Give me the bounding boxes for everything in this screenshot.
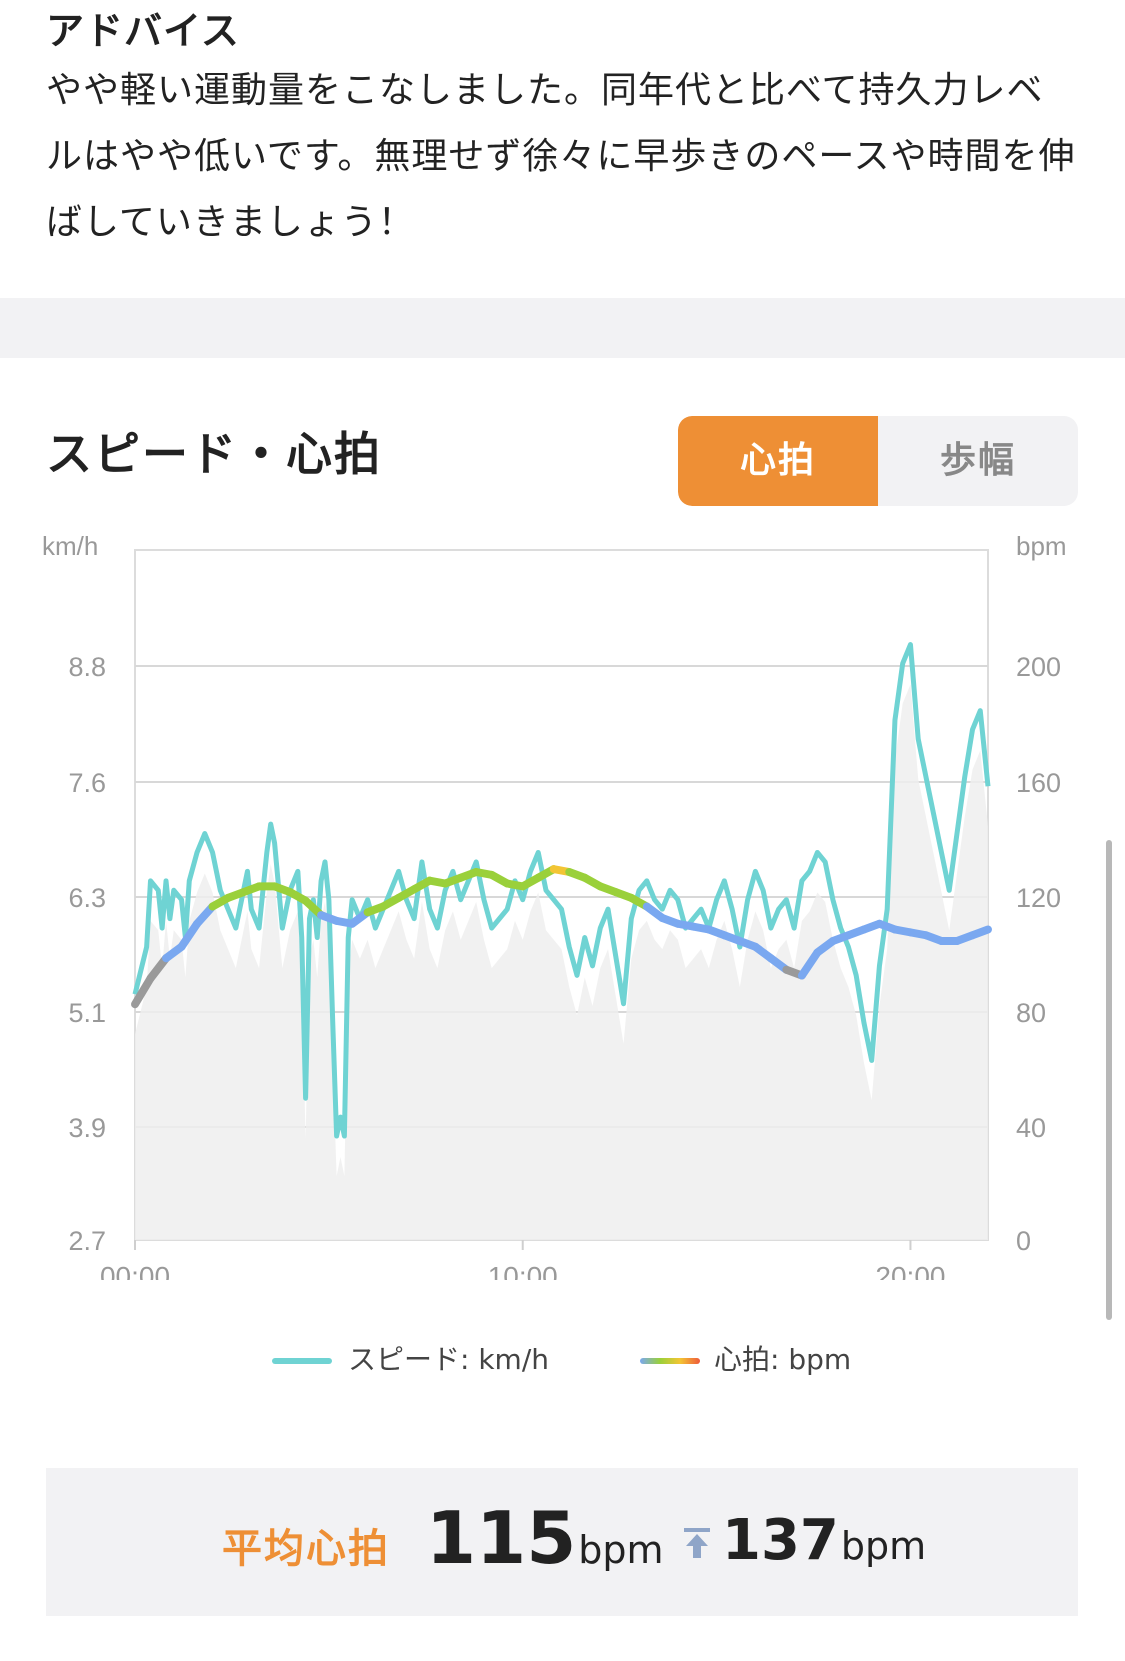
max-heart-rate-value: 137bpm: [722, 1508, 927, 1573]
y-left-tick-label: 8.8: [68, 652, 106, 682]
legend-speed-label: スピード: km/h: [348, 1343, 550, 1376]
x-tick-label: 20:00: [875, 1261, 945, 1280]
x-tick-label: 10:00: [488, 1261, 558, 1280]
y-left-tick-label: 6.3: [68, 883, 106, 913]
x-tick-label: 00:00: [100, 1261, 170, 1280]
y-right-tick-label: 120: [1016, 883, 1061, 913]
y-left-tick-label: 7.6: [68, 768, 106, 798]
legend-speed-swatch: [272, 1358, 332, 1364]
heart-rate-segment: [146, 954, 171, 983]
legend-hr-swatch: [640, 1358, 700, 1364]
y-right-tick-label: 160: [1016, 768, 1061, 798]
metric-toggle: 心拍 歩幅: [678, 416, 1078, 506]
legend-hr-label: 心拍: bpm: [714, 1343, 852, 1376]
max-arrow-icon: [684, 1528, 710, 1558]
avg-heart-rate-label: 平均心拍: [222, 1526, 390, 1572]
speed-line: [132, 642, 991, 1139]
section-divider: [0, 298, 1125, 358]
heart-rate-segment: [968, 925, 992, 940]
advice-body: やや軽い運動量をこなしました。同年代と比べて持久力レベルはやや低いです。無理せず…: [46, 70, 1076, 243]
heart-rate-summary: 平均心拍 115bpm 137bpm: [46, 1468, 1078, 1616]
heart-rate-segment: [177, 919, 202, 951]
speed-heartrate-chart: 8.8 200 7.6 160 6.3 120 5.1 80 3.9 40 2.7 0 km/h bpm 0…: [42, 531, 1067, 1280]
y-left-unit: km/h: [42, 531, 98, 561]
avg-heart-rate-value: 115bpm: [426, 1496, 664, 1580]
y-right-unit: bpm: [1016, 531, 1067, 561]
tab-heart-rate[interactable]: 心拍: [678, 416, 878, 506]
advice-title: アドバイス: [46, 9, 240, 53]
y-left-tick-label: 2.7: [68, 1226, 106, 1256]
chart-axes: 8.8 200 7.6 160 6.3 120 5.1 80 3.9 40 2.7 0 km/h bpm 0…: [42, 531, 1067, 1280]
y-right-tick-label: 0: [1016, 1226, 1031, 1256]
tab-stride[interactable]: 歩幅: [939, 440, 1016, 481]
heart-rate-segment: [797, 948, 822, 980]
y-right-tick-label: 200: [1016, 652, 1061, 682]
heart-rate-line: [131, 865, 992, 1009]
chart-legend: スピード: km/h 心拍: bpm: [0, 1340, 1125, 1380]
y-right-tick-label: 80: [1016, 998, 1046, 1028]
scrollbar[interactable]: [1106, 840, 1112, 1320]
y-left-tick-label: 3.9: [68, 1113, 106, 1143]
background-area-path: [135, 684, 988, 1240]
heart-rate-segment: [131, 974, 155, 1009]
background-area: [135, 684, 988, 1240]
section-title: スピード・心拍: [46, 427, 382, 481]
y-right-tick-label: 40: [1016, 1113, 1046, 1143]
speed-line-path: [132, 642, 991, 1139]
y-left-tick-label: 5.1: [68, 998, 106, 1028]
